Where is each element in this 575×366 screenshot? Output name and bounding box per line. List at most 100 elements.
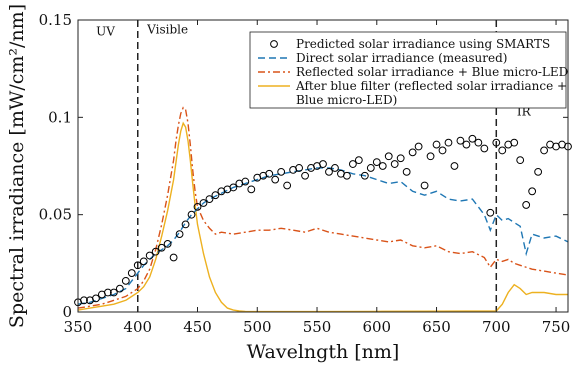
data-series	[74, 106, 572, 313]
data-point-circle	[384, 152, 393, 161]
legend-box	[249, 31, 567, 109]
x-tick-label: 600	[362, 318, 391, 336]
data-point-circle	[372, 158, 381, 167]
data-point-circle	[151, 247, 160, 256]
data-point-circle	[348, 160, 357, 168]
x-axis-label: Wavelngth [nm]	[247, 341, 400, 363]
data-point-circle	[145, 251, 154, 260]
data-point-circle	[396, 154, 405, 163]
region-label: UV	[96, 25, 115, 39]
data-point-circle	[522, 201, 531, 209]
data-point-circle	[103, 288, 112, 297]
data-point-circle	[283, 181, 292, 190]
data-point-circle	[510, 138, 519, 147]
data-point-circle	[301, 171, 309, 180]
data-point-circle	[534, 167, 543, 176]
data-point-circle	[438, 146, 447, 155]
data-point-circle	[265, 169, 274, 178]
data-point-circle	[516, 156, 525, 165]
x-tick-label: 650	[422, 318, 451, 336]
data-point-circle	[480, 144, 489, 153]
legend-label: Predicted solar irradiance using SMARTS	[296, 37, 550, 51]
data-point-circle	[498, 146, 507, 155]
legend-label: Reflected solar irradiance + Blue micro-…	[296, 65, 568, 79]
data-point-circle	[175, 230, 184, 239]
data-point-circle	[456, 136, 465, 145]
data-point-circle	[432, 140, 441, 149]
data-point-circle	[295, 164, 303, 172]
data-point-circle	[354, 156, 363, 165]
data-point-circle	[528, 187, 537, 196]
data-point-circle	[402, 167, 411, 176]
data-point-circle	[426, 152, 435, 161]
data-point-circle	[540, 146, 548, 155]
data-point-circle	[229, 183, 238, 192]
data-point-circle	[181, 220, 190, 229]
data-point-circle	[343, 171, 351, 180]
data-point-circle	[474, 138, 483, 147]
series-line-dashdot	[77, 106, 569, 309]
data-point-circle	[390, 160, 399, 168]
legend-marker-circle	[270, 40, 278, 48]
data-point-circle	[92, 294, 100, 303]
data-point-circle	[486, 208, 495, 217]
data-point-circle	[462, 140, 471, 149]
data-point-circle	[271, 175, 280, 184]
region-label: Visible	[146, 23, 188, 37]
y-tick-label: 0.15	[39, 11, 72, 29]
data-point-circle	[468, 134, 477, 143]
data-point-circle	[199, 199, 208, 207]
x-tick-label: 550	[303, 318, 332, 336]
x-tick-label: 750	[542, 318, 571, 336]
x-tick-label: 450	[183, 318, 212, 336]
data-point-circle	[492, 138, 501, 147]
data-point-circle	[366, 164, 375, 172]
plot-frame	[77, 19, 569, 313]
data-point-circle	[163, 239, 172, 248]
y-axis-label: Spectral irradiance [mW/cm²/nm]	[6, 4, 28, 328]
x-tick-label: 500	[243, 318, 272, 336]
data-point-circle	[241, 177, 250, 186]
legend-label: Direct solar irradiance (measured)	[296, 51, 508, 65]
x-tick-label: 700	[482, 318, 511, 336]
data-point-circle	[420, 181, 429, 190]
data-point-circle	[109, 288, 118, 297]
series-smarts-markers	[74, 134, 572, 307]
data-point-circle	[319, 160, 327, 168]
data-point-circle	[450, 162, 459, 170]
data-point-circle	[121, 276, 130, 285]
data-point-circle	[205, 195, 214, 203]
y-tick-label: 0.05	[39, 206, 72, 224]
legend: Predicted solar irradiance using SMARTSD…	[249, 31, 568, 109]
data-point-circle	[325, 167, 333, 176]
legend-label-continued: Blue micro-LED)	[296, 93, 397, 107]
data-point-circle	[331, 164, 339, 172]
data-point-circle	[169, 253, 178, 262]
data-point-circle	[408, 148, 417, 157]
legend-label: After blue filter (reflected solar irrad…	[295, 79, 567, 93]
data-point-circle	[444, 138, 453, 147]
series-line-solid	[77, 121, 568, 313]
data-point-circle	[127, 269, 136, 277]
data-point-circle	[211, 191, 220, 200]
data-point-circle	[139, 257, 148, 266]
axes: 350 400 450 500 550 600 650 700 750 0 0.05 0.1 0.15	[39, 11, 571, 336]
data-point-circle	[133, 261, 142, 270]
data-point-circle	[378, 162, 387, 170]
data-point-circle	[414, 142, 423, 151]
data-point-circle	[115, 284, 124, 293]
data-point-circle	[193, 202, 202, 211]
y-tick-label: 0	[62, 303, 72, 321]
series-line-dashed	[77, 167, 569, 305]
x-tick-label: 350	[64, 318, 93, 336]
x-tick-label: 400	[123, 318, 152, 336]
data-point-circle	[157, 243, 166, 252]
data-point-circle	[277, 167, 286, 176]
data-point-circle	[80, 296, 88, 305]
data-point-circle	[360, 171, 369, 180]
y-tick-label: 0.1	[48, 108, 72, 126]
data-point-circle	[187, 210, 196, 219]
data-point-circle	[247, 185, 256, 194]
